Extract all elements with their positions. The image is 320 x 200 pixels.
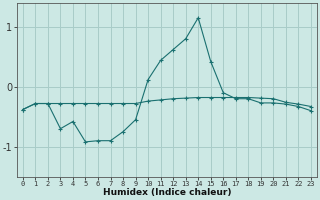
- X-axis label: Humidex (Indice chaleur): Humidex (Indice chaleur): [103, 188, 231, 197]
